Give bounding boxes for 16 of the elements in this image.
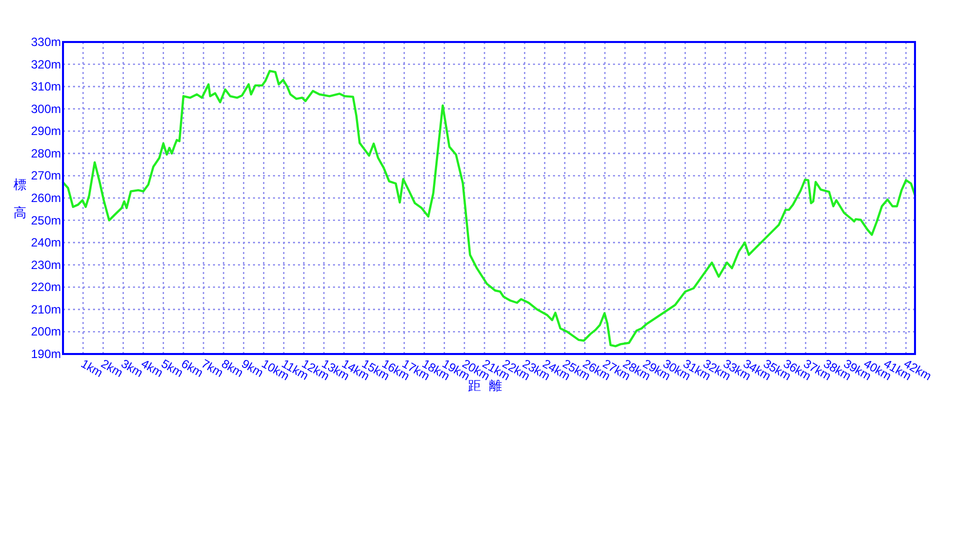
y-tick-label: 230m — [30, 258, 61, 272]
y-tick-label: 270m — [30, 168, 61, 183]
y-tick-label: 260m — [30, 191, 61, 205]
y-tick-label: 210m — [30, 302, 61, 316]
y-tick-label: 330m — [30, 35, 61, 49]
y-tick-label: 250m — [30, 213, 61, 228]
y-tick-label: 220m — [30, 280, 61, 294]
y-tick-label: 200m — [30, 324, 61, 339]
y-tick-label: 280m — [30, 146, 61, 160]
y-tick-label: 310m — [30, 80, 61, 94]
y-tick-label: 240m — [30, 236, 61, 250]
y-tick-label: 320m — [30, 57, 61, 72]
y-tick-label: 190m — [30, 347, 61, 361]
y-tick-label: 300m — [30, 102, 61, 116]
y-axis-title: 標高 — [14, 177, 26, 220]
y-tick-label: 290m — [30, 124, 61, 138]
